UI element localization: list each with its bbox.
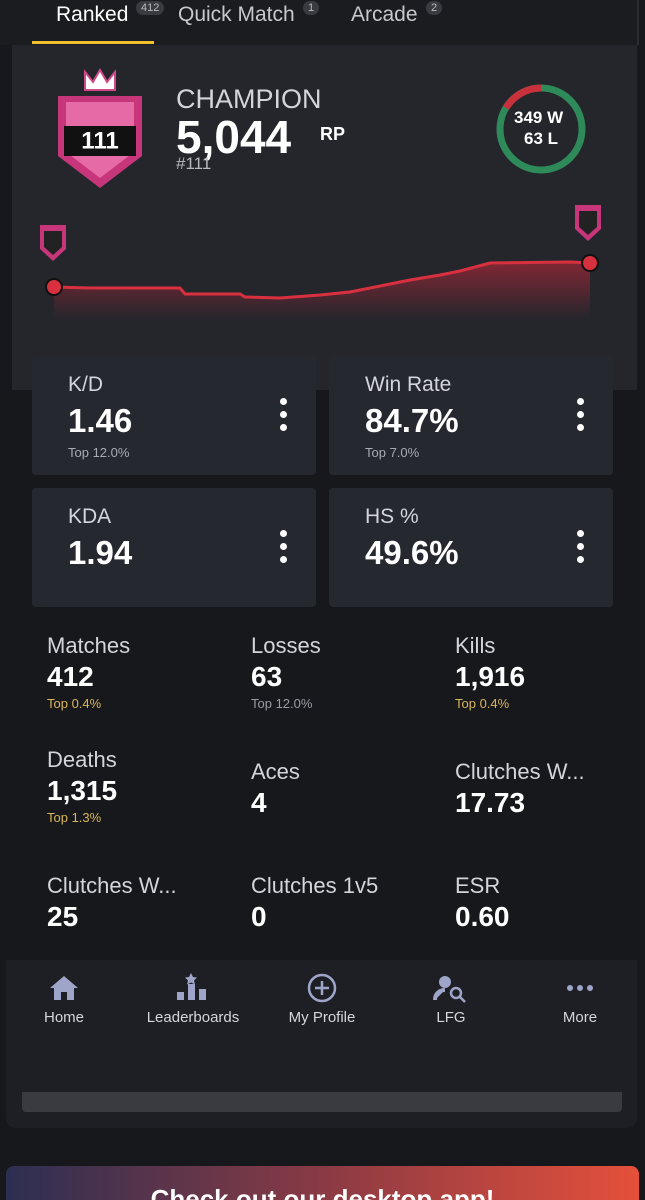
tab-label[interactable]: Arcade <box>351 3 418 26</box>
stat-label: Clutches W... <box>47 873 177 898</box>
card-label: Win Rate <box>365 373 452 396</box>
stat-value: 412 <box>47 661 94 692</box>
stat-label: Matches <box>47 633 131 658</box>
more-menu[interactable] <box>280 398 287 437</box>
stat-label: Aces <box>251 759 300 784</box>
nav-item[interactable]: My Profile <box>288 1009 356 1026</box>
tab-label[interactable]: Quick Match <box>178 3 295 26</box>
rank-points: 5,044 <box>176 111 292 163</box>
nav-item[interactable]: More <box>562 1009 598 1026</box>
more-menu[interactable] <box>577 530 584 569</box>
stat-value: 1,315 <box>47 775 118 806</box>
stat-note: Top 0.4% <box>455 696 510 711</box>
stat-label: Kills <box>455 633 496 658</box>
nav-item[interactable]: Leaderboards <box>146 1009 240 1026</box>
banner-text[interactable]: Check out our desktop app! <box>150 1184 495 1200</box>
badge-number: 111 <box>81 127 118 154</box>
card-label: KDA <box>68 505 112 528</box>
wins: 349 W <box>514 108 564 127</box>
stat-label: Clutches 1v5 <box>251 873 379 898</box>
stat-card[interactable] <box>32 488 316 607</box>
tab-badge: 1 <box>303 1 320 15</box>
stat-label: Deaths <box>47 747 117 772</box>
card-label: K/D <box>68 373 104 396</box>
card-note: Top 12.0% <box>68 445 130 460</box>
nav-item[interactable]: Home <box>43 1009 84 1026</box>
stat-label: ESR <box>455 873 501 898</box>
card-value: 1.46 <box>68 402 133 439</box>
tab-indicator <box>32 41 154 44</box>
card-value: 84.7% <box>365 402 459 439</box>
stat-label: Clutches W... <box>455 759 585 784</box>
nav-footer <box>22 1092 622 1112</box>
tab-label[interactable]: Ranked <box>56 3 129 26</box>
card-label: HS % <box>365 505 419 528</box>
stat-label: Losses <box>251 633 321 658</box>
rank-title: CHAMPION <box>176 84 322 114</box>
stat-note: Top 12.0% <box>251 696 313 711</box>
stat-card[interactable] <box>32 356 316 475</box>
stat-value: 4 <box>251 787 267 818</box>
stat-value: 63 <box>251 661 283 692</box>
losses: 63 L <box>524 129 559 148</box>
nav-icons <box>50 973 593 1003</box>
record-ring <box>496 84 586 174</box>
card-value: 49.6% <box>365 534 459 571</box>
stat-card[interactable] <box>329 488 613 607</box>
stat-note: Top 1.3% <box>47 810 102 825</box>
tab-badge: 2 <box>426 1 443 15</box>
stat-value: 25 <box>47 901 79 932</box>
more-menu[interactable] <box>577 398 584 437</box>
rp-history <box>40 205 601 320</box>
rank-points-unit: RP <box>320 124 346 144</box>
rank-badge: 111 <box>58 68 142 188</box>
nav-item[interactable]: LFG <box>436 1009 466 1026</box>
stat-value: 0.60 <box>455 901 510 932</box>
stat-value: 17.73 <box>455 787 526 818</box>
card-note: Top 7.0% <box>365 445 420 460</box>
card-value: 1.94 <box>68 534 133 571</box>
tab-badge: 412 <box>136 1 165 15</box>
stat-value: 0 <box>251 901 267 932</box>
stat-value: 1,916 <box>455 661 526 692</box>
tab-bar <box>0 0 639 45</box>
stat-card[interactable] <box>329 356 613 475</box>
stat-note: Top 0.4% <box>47 696 102 711</box>
banner[interactable] <box>6 1166 639 1200</box>
more-menu[interactable] <box>280 530 287 569</box>
rank-position: #111 <box>176 154 212 173</box>
